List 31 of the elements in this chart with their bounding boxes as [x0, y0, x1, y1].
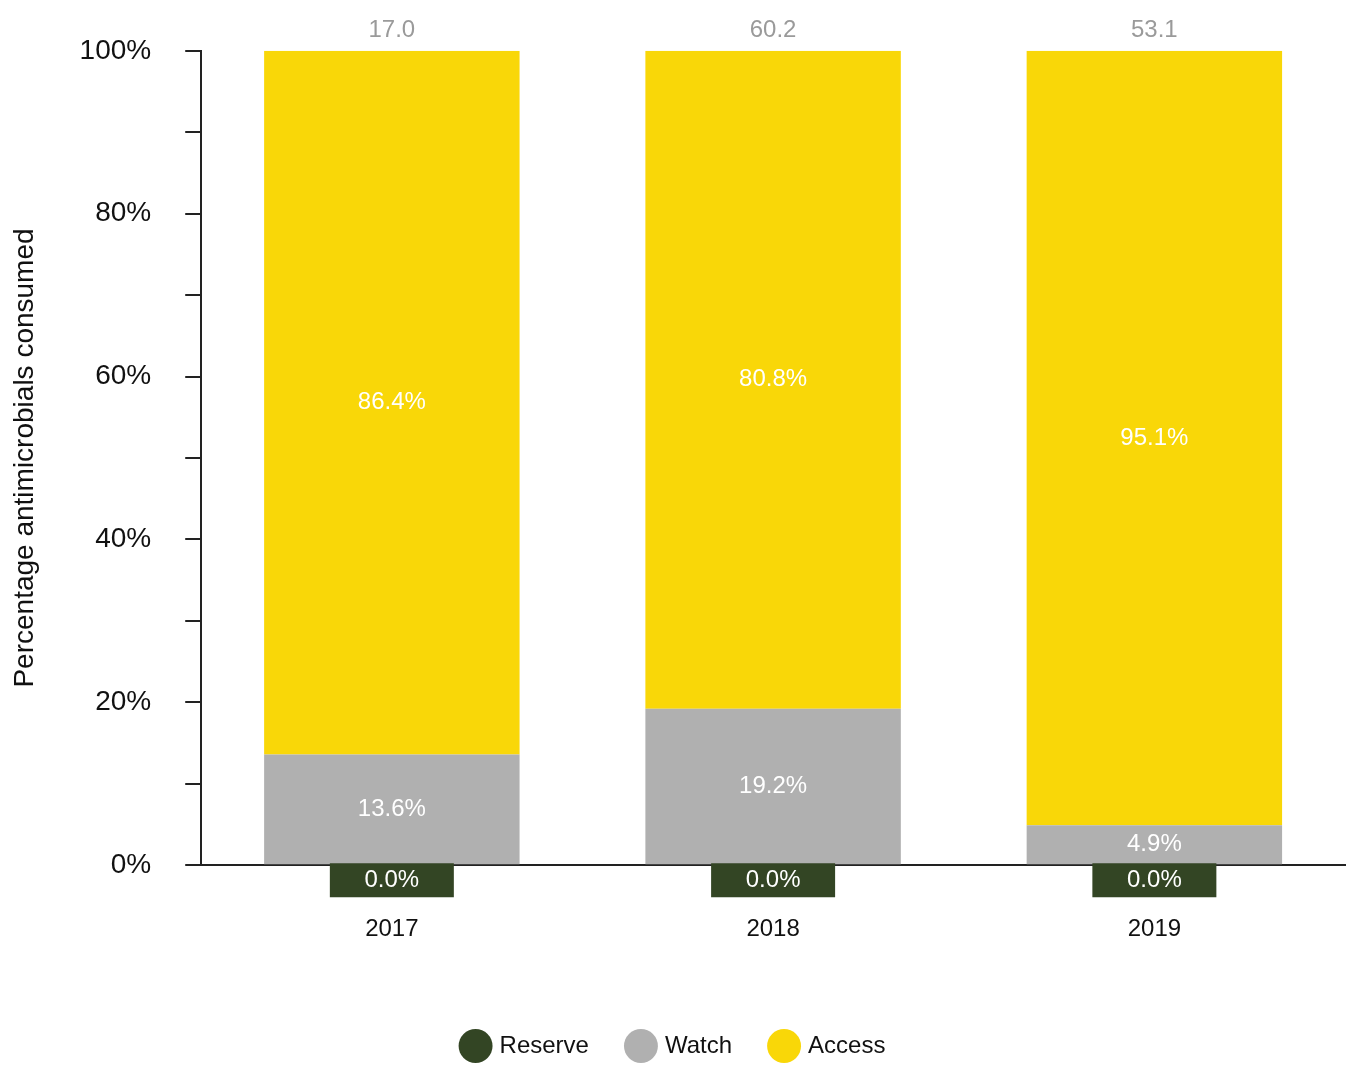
- y-tick-label: 100%: [79, 33, 152, 65]
- bar: [1026, 50, 1283, 826]
- bar: [264, 754, 520, 865]
- data-label: 13.6%: [357, 793, 426, 821]
- bar: [264, 50, 520, 755]
- legend-label: Watch: [664, 1030, 733, 1058]
- y-tick-label: 60%: [95, 359, 152, 391]
- x-tick-label: 2018: [746, 914, 800, 942]
- y-tick-label: 40%: [95, 522, 152, 554]
- annotation: 17.0: [368, 15, 416, 43]
- y-axis-title: Percentage antimicrobials consumed: [7, 228, 39, 688]
- annotation: 53.1: [1131, 15, 1178, 43]
- data-label: 80.8%: [739, 364, 808, 392]
- y-tick-label: 20%: [95, 685, 152, 717]
- bar: [645, 708, 901, 865]
- data-label: 4.9%: [1127, 829, 1182, 857]
- data-label: 95.1%: [1120, 422, 1189, 450]
- x-tick-label: 2017: [365, 914, 419, 942]
- annotation: 60.2: [749, 15, 797, 43]
- data-label: 0.0%: [1127, 864, 1182, 892]
- data-label: 0.0%: [364, 864, 420, 892]
- data-label: 19.2%: [739, 771, 808, 799]
- data-label: 0.0%: [745, 864, 801, 892]
- bar: [645, 50, 901, 709]
- y-tick-label: 0%: [110, 847, 152, 879]
- legend-label: Reserve: [499, 1030, 589, 1058]
- data-label: 86.4%: [357, 387, 426, 415]
- y-tick-label: 80%: [95, 196, 152, 228]
- bar: [1026, 825, 1283, 865]
- legend-label: Access: [808, 1030, 886, 1058]
- x-tick-label: 2019: [1127, 914, 1182, 942]
